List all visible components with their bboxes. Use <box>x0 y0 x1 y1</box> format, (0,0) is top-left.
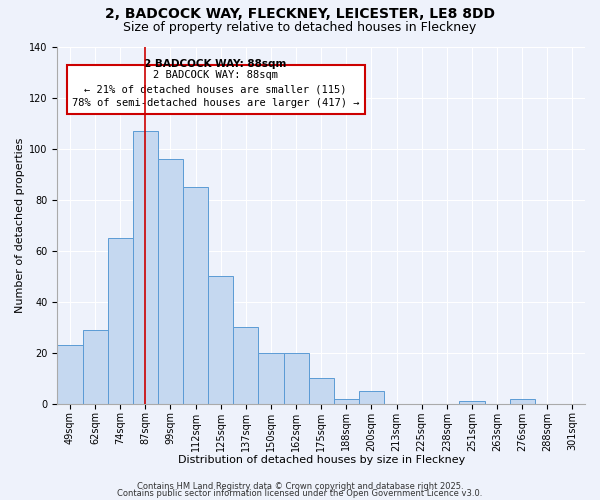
Bar <box>133 130 158 404</box>
Bar <box>509 398 535 404</box>
Bar <box>284 352 308 404</box>
Bar <box>83 330 107 404</box>
Bar <box>460 401 485 404</box>
Text: 2, BADCOCK WAY, FLECKNEY, LEICESTER, LE8 8DD: 2, BADCOCK WAY, FLECKNEY, LEICESTER, LE8… <box>105 8 495 22</box>
Text: Contains HM Land Registry data © Crown copyright and database right 2025.: Contains HM Land Registry data © Crown c… <box>137 482 463 491</box>
Text: 2 BADCOCK WAY: 88sqm
← 21% of detached houses are smaller (115)
78% of semi-deta: 2 BADCOCK WAY: 88sqm ← 21% of detached h… <box>72 70 359 108</box>
Text: Size of property relative to detached houses in Fleckney: Size of property relative to detached ho… <box>124 21 476 34</box>
Bar <box>308 378 334 404</box>
Bar <box>334 398 359 404</box>
Text: 2 BADCOCK WAY: 88sqm: 2 BADCOCK WAY: 88sqm <box>145 58 287 68</box>
Bar <box>259 352 284 404</box>
Bar <box>183 187 208 404</box>
Bar <box>233 327 259 404</box>
Bar <box>107 238 133 404</box>
Bar <box>208 276 233 404</box>
Bar <box>58 345 83 404</box>
Text: Contains public sector information licensed under the Open Government Licence v3: Contains public sector information licen… <box>118 490 482 498</box>
Y-axis label: Number of detached properties: Number of detached properties <box>15 138 25 313</box>
X-axis label: Distribution of detached houses by size in Fleckney: Distribution of detached houses by size … <box>178 455 465 465</box>
Bar <box>359 391 384 404</box>
Bar <box>158 159 183 404</box>
